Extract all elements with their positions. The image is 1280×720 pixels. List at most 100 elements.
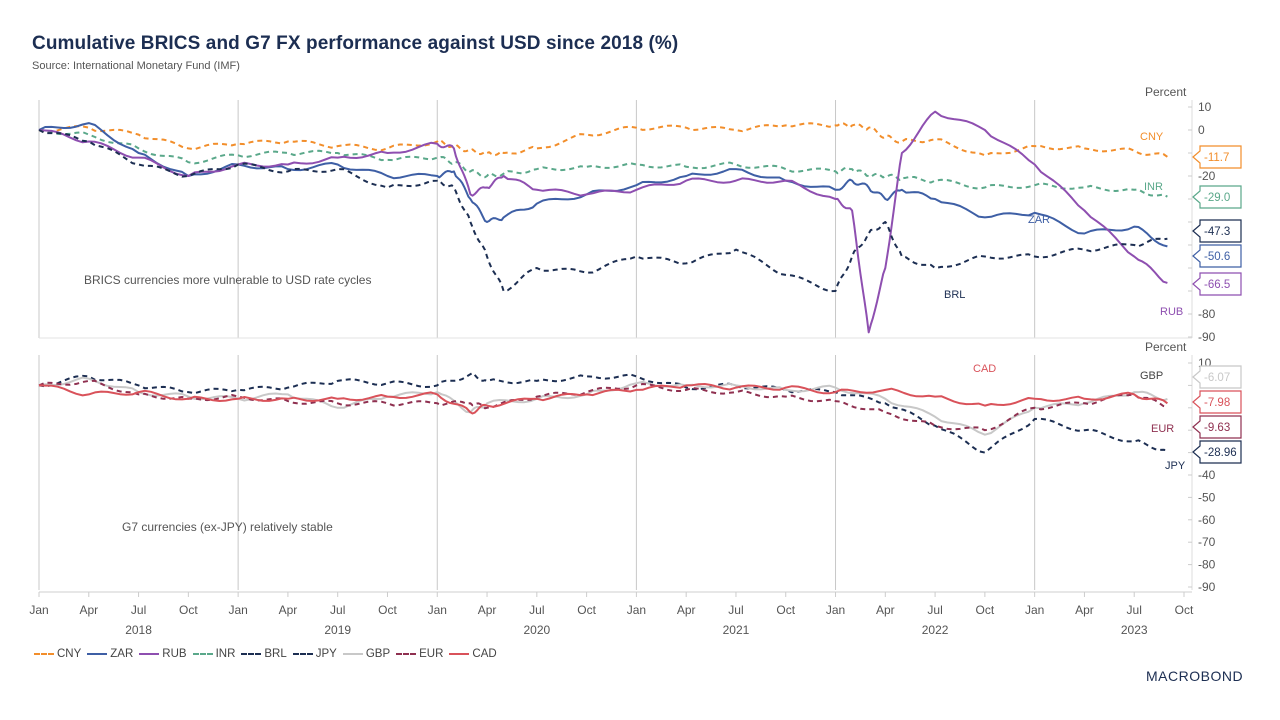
legend-swatch bbox=[396, 653, 417, 655]
series-label-jpy: JPY bbox=[1165, 460, 1186, 472]
x-tick-label: Jul bbox=[529, 603, 544, 617]
legend-label: CAD bbox=[472, 648, 497, 660]
last-value-tag-brl: -47.3 bbox=[1192, 219, 1242, 243]
legend-item-inr: INR bbox=[192, 648, 236, 660]
last-value-tag-rub: -66.5 bbox=[1192, 272, 1242, 296]
last-value-tag-inr: -29.0 bbox=[1192, 185, 1242, 209]
x-tick-label: Jan bbox=[627, 603, 646, 617]
x-tick-label: Apr bbox=[79, 603, 98, 617]
x-year-label: 2019 bbox=[324, 623, 351, 637]
tag-box bbox=[1192, 185, 1242, 209]
x-tick-label: Oct bbox=[577, 603, 596, 617]
chart-title: Cumulative BRICS and G7 FX performance a… bbox=[32, 33, 679, 54]
y-tick-label: 10 bbox=[1198, 100, 1212, 114]
last-value-tag-eur: -9.63 bbox=[1192, 415, 1242, 439]
legend-swatch bbox=[241, 653, 262, 655]
tag-box bbox=[1192, 244, 1242, 268]
last-value-tag-cny: -11.7 bbox=[1192, 145, 1242, 169]
x-tick-label: Oct bbox=[179, 603, 198, 617]
tag-box bbox=[1192, 440, 1242, 464]
series-line-rub bbox=[38, 110, 1168, 334]
series-line-eur bbox=[38, 379, 1168, 432]
legend-label: CNY bbox=[57, 648, 82, 660]
legend-item-eur: EUR bbox=[396, 648, 443, 660]
chart-source: Source: International Monetary Fund (IMF… bbox=[32, 60, 240, 72]
series-label-gbp: GBP bbox=[1140, 370, 1163, 382]
legend-item-rub: RUB bbox=[139, 648, 187, 660]
x-year-label: 2021 bbox=[723, 623, 750, 637]
x-year-label: 2020 bbox=[523, 623, 550, 637]
legend-item-zar: ZAR bbox=[87, 648, 133, 660]
x-tick-label: Jul bbox=[131, 603, 146, 617]
legend-label: INR bbox=[215, 648, 236, 660]
legend-label: BRL bbox=[264, 648, 287, 660]
tag-value: -28.96 bbox=[1204, 447, 1237, 459]
x-tick-label: Jan bbox=[228, 603, 247, 617]
legend-item-jpy: JPY bbox=[292, 648, 337, 660]
tag-box bbox=[1192, 390, 1242, 414]
y-tick-label: -70 bbox=[1198, 535, 1216, 549]
y-tick-label: -90 bbox=[1198, 330, 1216, 344]
y-tick-label: 0 bbox=[1198, 123, 1205, 137]
legend-label: JPY bbox=[315, 648, 337, 660]
y-tick-label: -80 bbox=[1198, 558, 1216, 572]
last-value-tag-jpy: -28.96 bbox=[1192, 440, 1242, 464]
x-tick-label: Jan bbox=[1025, 603, 1044, 617]
y-tick-label: -50 bbox=[1198, 490, 1216, 504]
tag-box bbox=[1192, 365, 1242, 389]
series-line-brl bbox=[38, 129, 1168, 293]
legend-label: GBP bbox=[365, 648, 391, 660]
y-tick-label: -20 bbox=[1198, 169, 1216, 183]
x-tick-label: Jan bbox=[428, 603, 447, 617]
legend-label: RUB bbox=[162, 648, 187, 660]
x-tick-label: Oct bbox=[976, 603, 995, 617]
tag-value: -47.3 bbox=[1204, 226, 1230, 238]
tag-value: -6.07 bbox=[1204, 372, 1230, 384]
last-value-tag-zar: -50.6 bbox=[1192, 244, 1242, 268]
x-tick-label: Oct bbox=[776, 603, 795, 617]
series-line-gbp bbox=[38, 376, 1168, 436]
x-year-label: 2022 bbox=[922, 623, 949, 637]
y-tick-label: -60 bbox=[1198, 513, 1216, 527]
x-year-label: 2023 bbox=[1121, 623, 1148, 637]
x-tick-label: Jul bbox=[728, 603, 743, 617]
legend-item-gbp: GBP bbox=[342, 648, 391, 660]
panel-annotation: G7 currencies (ex-JPY) relatively stable bbox=[122, 520, 333, 534]
series-label-cad: CAD bbox=[973, 363, 996, 375]
y-axis-unit: Percent bbox=[1145, 85, 1187, 99]
macrobond-logo: MACROBOND bbox=[1146, 668, 1244, 684]
legend-item-brl: BRL bbox=[241, 648, 287, 660]
series-label-zar: ZAR bbox=[1028, 214, 1050, 226]
x-tick-label: Jul bbox=[927, 603, 942, 617]
tag-box bbox=[1192, 272, 1242, 296]
x-tick-label: Oct bbox=[1175, 603, 1194, 617]
series-label-inr: INR bbox=[1144, 181, 1163, 193]
legend-swatch bbox=[139, 653, 160, 655]
tag-value: -29.0 bbox=[1204, 192, 1230, 204]
tag-box bbox=[1192, 415, 1242, 439]
x-tick-label: Apr bbox=[279, 603, 298, 617]
series-label-rub: RUB bbox=[1160, 306, 1183, 318]
tag-value: -11.7 bbox=[1204, 152, 1229, 164]
tag-box bbox=[1192, 145, 1242, 169]
tag-value: -9.63 bbox=[1204, 422, 1230, 434]
x-year-label: 2018 bbox=[125, 623, 152, 637]
y-tick-label: -80 bbox=[1198, 307, 1216, 321]
legend-label: ZAR bbox=[110, 648, 134, 660]
legend-swatch bbox=[192, 653, 213, 655]
y-tick-label: -40 bbox=[1198, 468, 1216, 482]
x-tick-label: Oct bbox=[378, 603, 397, 617]
legend-swatch bbox=[449, 653, 470, 655]
x-tick-label: Apr bbox=[1075, 603, 1094, 617]
legend: CNY ZAR RUB INR BRL JPY GBP EUR CAD bbox=[34, 648, 503, 660]
x-tick-label: Jan bbox=[826, 603, 845, 617]
legend-item-cny: CNY bbox=[34, 648, 81, 660]
last-value-tag-cad: -7.98 bbox=[1192, 390, 1242, 414]
x-tick-label: Apr bbox=[677, 603, 696, 617]
legend-item-cad: CAD bbox=[449, 648, 497, 660]
series-line-jpy bbox=[38, 372, 1168, 454]
tag-value: -66.5 bbox=[1204, 279, 1230, 291]
legend-swatch bbox=[342, 653, 363, 655]
x-tick-label: Apr bbox=[478, 603, 497, 617]
